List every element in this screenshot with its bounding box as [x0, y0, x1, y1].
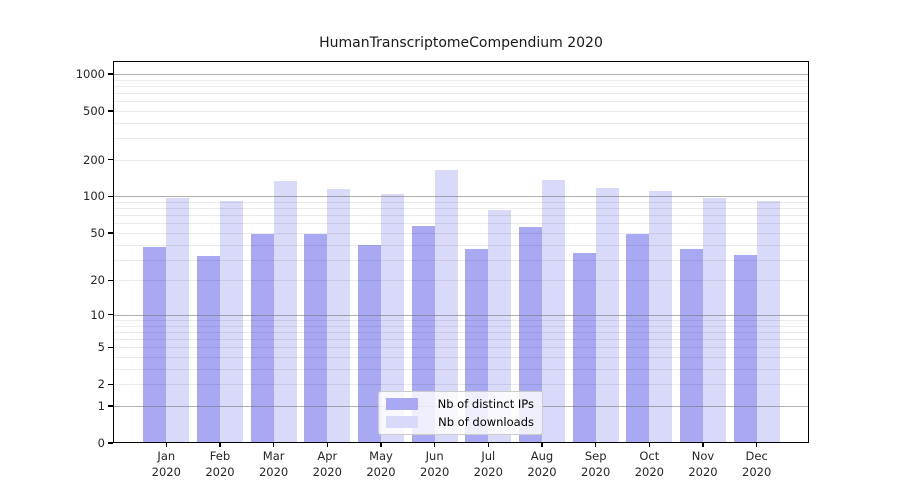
y-tick-label-20: 20 — [90, 273, 105, 288]
x-tick-label-dec: Dec 2020 — [742, 449, 772, 479]
y-tick-label-500: 500 — [83, 103, 105, 118]
x-tick-label-oct: Oct 2020 — [634, 449, 664, 479]
minor-gridline-500 — [113, 110, 809, 112]
bar-downloads-may — [380, 194, 404, 443]
legend-swatch-downloads-icon — [386, 416, 418, 428]
y-tick-0 — [108, 442, 113, 444]
x-tick-jun — [434, 443, 436, 447]
x-tick-label-mar: Mar 2020 — [258, 449, 289, 479]
y-tick-label-5: 5 — [97, 340, 105, 355]
legend-item-downloads: Nb of downloads — [386, 415, 534, 429]
y-tick-label-100: 100 — [83, 189, 105, 204]
minor-gridline-700 — [113, 92, 809, 94]
legend-swatch-distinct-ips-icon — [386, 398, 418, 410]
minor-gridline-300 — [113, 138, 809, 140]
x-tick-apr — [326, 443, 328, 447]
y-tick-label-50: 50 — [90, 225, 105, 240]
x-tick-oct — [648, 443, 650, 447]
plot-area — [113, 61, 809, 443]
x-tick-nov — [702, 443, 704, 447]
y-tick-1 — [108, 405, 113, 407]
y-tick-label-200: 200 — [83, 152, 105, 167]
y-tick-100 — [108, 195, 113, 198]
y-tick-10 — [108, 314, 113, 316]
bar-downloads-oct — [649, 190, 673, 443]
x-tick-dec — [756, 443, 758, 447]
bar-downloads-aug — [541, 179, 565, 443]
bar-distinct-ips-nov — [680, 248, 703, 443]
minor-gridline-200 — [113, 159, 809, 161]
bar-distinct-ips-feb — [196, 256, 220, 443]
bar-distinct-ips-apr — [304, 234, 328, 443]
x-tick-label-jul: Jul 2020 — [473, 449, 503, 479]
minor-gridline-800 — [113, 85, 809, 87]
major-gridline-1000 — [113, 73, 809, 75]
x-tick-label-feb: Feb 2020 — [205, 449, 235, 479]
x-tick-jul — [487, 443, 489, 447]
minor-gridline-600 — [113, 101, 809, 103]
x-tick-label-jun: Jun 2020 — [420, 449, 450, 479]
x-tick-aug — [541, 443, 543, 447]
x-tick-label-apr: Apr 2020 — [312, 449, 342, 479]
bar-downloads-jan — [166, 198, 190, 443]
bar-distinct-ips-dec — [733, 254, 757, 443]
bar-downloads-mar — [273, 180, 297, 443]
y-tick-label-1: 1 — [97, 398, 105, 413]
x-tick-mar — [273, 443, 275, 447]
y-tick-200 — [108, 159, 113, 161]
bar-downloads-apr — [327, 189, 351, 443]
y-tick-label-10: 10 — [90, 307, 105, 322]
y-tick-2 — [108, 383, 113, 385]
x-tick-label-may: May 2020 — [366, 449, 396, 479]
minor-gridline-900 — [113, 79, 809, 81]
bar-downloads-jun — [434, 169, 458, 443]
legend-label-distinct-ips: Nb of distinct IPs — [437, 397, 534, 411]
bar-distinct-ips-may — [357, 244, 381, 443]
y-tick-1000 — [108, 73, 113, 75]
bar-distinct-ips-oct — [626, 234, 650, 443]
chart-title: HumanTranscriptomeCompendium 2020 — [319, 35, 603, 51]
bar-distinct-ips-jan — [143, 247, 167, 443]
y-tick-500 — [108, 110, 113, 112]
y-tick-label-1000: 1000 — [75, 66, 105, 81]
y-tick-label-2: 2 — [97, 377, 105, 392]
x-tick-sep — [595, 443, 597, 447]
bar-distinct-ips-jun — [411, 226, 435, 443]
x-tick-jan — [165, 443, 167, 447]
y-tick-label-0: 0 — [97, 436, 105, 450]
bar-distinct-ips-aug — [518, 227, 542, 443]
bar-downloads-nov — [703, 197, 726, 443]
x-tick-label-sep: Sep 2020 — [581, 449, 611, 479]
bar-downloads-dec — [756, 201, 780, 443]
y-tick-5 — [108, 346, 113, 348]
minor-gridline-400 — [113, 122, 809, 124]
bar-distinct-ips-mar — [250, 234, 274, 443]
y-tick-50 — [108, 232, 113, 234]
legend-label-downloads: Nb of downloads — [438, 415, 534, 429]
x-tick-label-jan: Jan 2020 — [151, 449, 181, 479]
bar-distinct-ips-sep — [572, 253, 596, 443]
x-tick-label-aug: Aug 2020 — [527, 449, 557, 479]
legend-item-distinct-ips: Nb of distinct IPs — [386, 397, 534, 411]
bar-downloads-sep — [595, 187, 619, 443]
bar-downloads-feb — [219, 200, 243, 443]
legend: Nb of distinct IPs Nb of downloads — [378, 391, 543, 435]
y-tick-20 — [108, 279, 113, 281]
bar-downloads-jul — [488, 210, 512, 443]
x-tick-feb — [219, 443, 221, 447]
x-tick-may — [380, 443, 382, 447]
x-tick-label-nov: Nov 2020 — [688, 449, 718, 479]
